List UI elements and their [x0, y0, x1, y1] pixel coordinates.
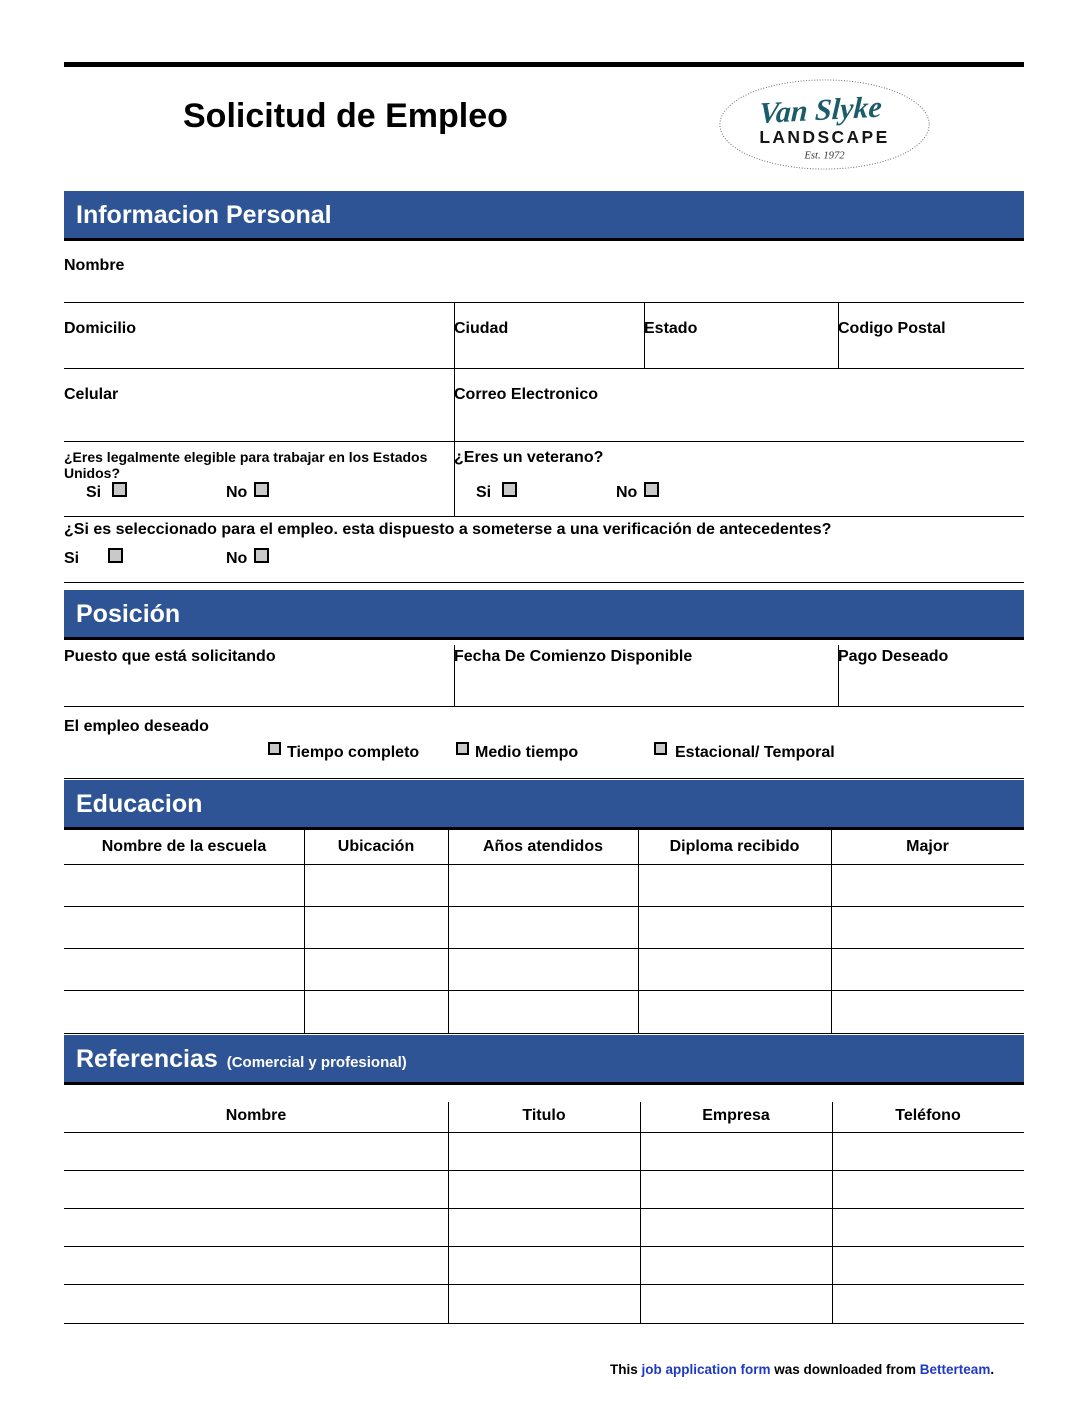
svg-text:Est. 1972: Est. 1972	[803, 150, 845, 161]
svg-text:LANDSCAPE: LANDSCAPE	[759, 127, 889, 147]
svg-text:Van Slyke: Van Slyke	[758, 90, 882, 130]
